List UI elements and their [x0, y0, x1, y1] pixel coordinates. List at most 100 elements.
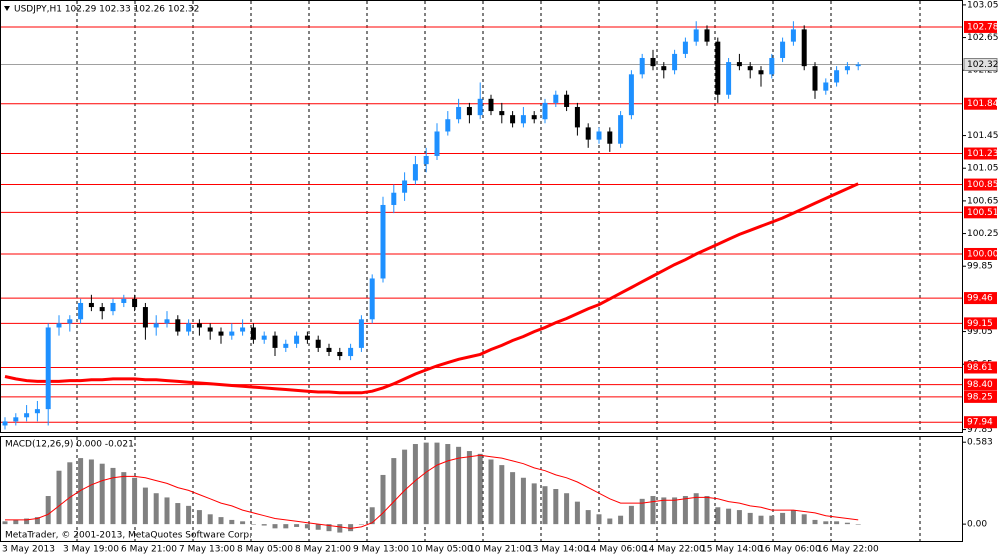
macd-bar	[574, 501, 580, 525]
candle-body	[607, 131, 613, 144]
candle-body	[67, 319, 73, 324]
macd-bar	[56, 470, 62, 525]
level-label: 102.78	[967, 22, 999, 32]
y-tick-label: 97.85	[967, 425, 993, 435]
macd-bar	[704, 496, 710, 525]
candle-body	[369, 278, 375, 320]
x-tick-label: 10 May 21:00	[469, 545, 531, 555]
macd-bar	[283, 524, 289, 529]
level-label: 98.25	[967, 392, 993, 402]
y-tick-label: 99.85	[967, 262, 993, 272]
candle-body	[434, 131, 440, 156]
macd-signal	[5, 454, 859, 529]
candle-body	[531, 115, 537, 120]
macd-bar	[186, 505, 192, 525]
macd-bar	[585, 510, 591, 525]
candle-body	[650, 57, 656, 67]
candle-body	[164, 319, 170, 324]
level-label-box	[964, 206, 997, 219]
candle-body	[99, 307, 105, 312]
candle-body	[2, 421, 8, 426]
macd-bar	[24, 518, 30, 525]
macd-bar	[542, 486, 548, 525]
macd-bar	[175, 503, 181, 525]
level-label: 98.40	[967, 380, 993, 390]
x-tick-label: 3 May 19:00	[63, 545, 119, 555]
macd-bar	[315, 524, 321, 530]
candle-body	[499, 111, 505, 116]
candle-body	[261, 335, 267, 340]
candle-body	[758, 70, 764, 75]
macd-label: MACD(12,26,9) 0.000 -0.021	[5, 440, 134, 450]
macd-bar	[121, 472, 127, 525]
candle-body	[412, 164, 418, 181]
candle-body	[78, 302, 84, 320]
candle-body	[348, 347, 354, 357]
macd-bar	[423, 442, 429, 525]
last-price-box	[963, 58, 998, 72]
level-label-box	[964, 292, 997, 305]
level-label: 97.94	[967, 418, 993, 428]
candle-body	[402, 180, 408, 193]
last-price-label: 102.32	[967, 60, 999, 70]
macd-bar	[142, 487, 148, 525]
macd-bar	[337, 524, 343, 533]
macd-bar	[693, 493, 699, 525]
candle-body	[121, 298, 127, 303]
candle-body	[823, 82, 829, 91]
x-tick-label: 13 May 14:00	[527, 545, 589, 555]
candle-body	[24, 413, 30, 418]
candle-body	[834, 70, 840, 83]
level-label: 99.46	[967, 294, 993, 304]
macd-bar	[218, 517, 224, 525]
macd-bar	[726, 508, 732, 525]
macd-bar	[402, 449, 408, 525]
candle-body	[628, 74, 634, 116]
y-tick-label: 102.65	[967, 33, 999, 43]
macd-bar	[67, 462, 73, 525]
level-label: 100.85	[967, 180, 999, 190]
macd-bar	[747, 512, 753, 525]
macd-bar	[553, 489, 559, 525]
macd-bar	[607, 518, 613, 525]
x-tick-label: 16 May 22:00	[817, 545, 879, 555]
macd-bar	[88, 459, 94, 525]
candle-body	[672, 53, 678, 71]
macd-bar	[477, 453, 483, 525]
macd-bar	[758, 515, 764, 525]
macd-bar	[13, 519, 19, 525]
candle-body	[564, 94, 570, 107]
macd-bar	[499, 465, 505, 525]
macd-bar	[34, 517, 40, 525]
macd-bar	[369, 507, 375, 525]
candle-body	[337, 351, 343, 357]
candle-body	[326, 347, 332, 352]
candle-body	[618, 115, 624, 144]
candle-body	[380, 204, 386, 279]
level-label-box	[964, 317, 997, 330]
macd-bar	[196, 510, 202, 525]
candle-body	[704, 29, 710, 42]
macd-bar	[132, 477, 138, 525]
candle-body	[358, 319, 364, 348]
macd-bar	[261, 524, 267, 526]
level-label-box	[964, 390, 997, 403]
macd-bar	[844, 522, 850, 525]
x-tick-label: 9 May 13:00	[353, 545, 409, 555]
macd-bar	[618, 515, 624, 525]
x-tick-label: 10 May 05:00	[411, 545, 473, 555]
macd-bar	[207, 514, 213, 525]
macd-bar	[304, 524, 310, 529]
level-label-box	[964, 20, 997, 33]
candle-body	[304, 335, 310, 340]
macd-bar	[823, 521, 829, 525]
candle-body	[88, 302, 94, 308]
candle-body	[736, 62, 742, 67]
candle-body	[45, 327, 51, 410]
macd-bar	[110, 467, 116, 525]
x-tick-label: 16 May 06:00	[759, 545, 821, 555]
macd-y-tick-label: 0.583	[967, 438, 993, 448]
macd-bar	[628, 505, 634, 525]
candle-body	[466, 106, 472, 116]
macd-bar	[434, 442, 440, 525]
